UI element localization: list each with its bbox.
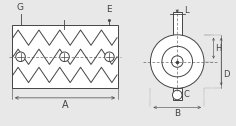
Text: A: A	[62, 100, 68, 110]
Text: D: D	[223, 70, 230, 79]
Text: L: L	[184, 6, 189, 15]
Text: C: C	[183, 90, 189, 99]
Text: H: H	[215, 44, 222, 53]
Text: E: E	[107, 5, 112, 14]
Circle shape	[105, 52, 114, 62]
Bar	[173, 12, 181, 35]
Circle shape	[60, 52, 69, 62]
Bar	[173, 88, 181, 100]
Circle shape	[162, 46, 193, 77]
Text: G: G	[16, 3, 23, 12]
Bar	[12, 25, 118, 88]
Circle shape	[151, 35, 204, 88]
Circle shape	[173, 90, 182, 100]
Text: B: B	[174, 109, 180, 118]
Circle shape	[172, 56, 183, 67]
Circle shape	[16, 52, 25, 62]
